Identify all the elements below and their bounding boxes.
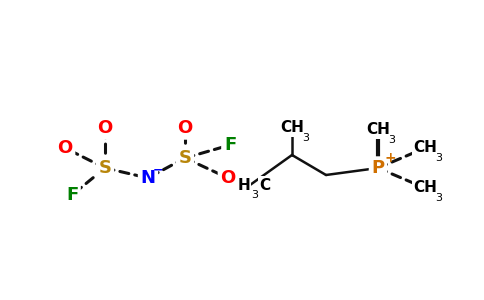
Text: +: +	[384, 151, 396, 165]
Text: CH: CH	[413, 181, 437, 196]
Text: 3: 3	[388, 135, 395, 145]
Text: S: S	[179, 149, 192, 167]
Text: C: C	[259, 178, 270, 193]
Text: O: O	[220, 169, 236, 187]
Text: H: H	[237, 178, 250, 193]
Text: CH: CH	[366, 122, 390, 137]
Text: 3: 3	[435, 193, 442, 203]
Text: O: O	[58, 139, 73, 157]
Text: F: F	[224, 136, 236, 154]
Text: CH: CH	[413, 140, 437, 155]
Text: O: O	[97, 119, 113, 137]
Text: −: −	[153, 164, 163, 176]
Text: 3: 3	[251, 190, 258, 200]
Text: N: N	[140, 169, 155, 187]
Text: F: F	[66, 186, 78, 204]
Text: P: P	[371, 159, 385, 177]
Text: CH: CH	[280, 121, 304, 136]
Text: S: S	[99, 159, 111, 177]
Text: O: O	[177, 119, 193, 137]
Text: 3: 3	[435, 153, 442, 163]
Text: 3: 3	[302, 133, 309, 143]
